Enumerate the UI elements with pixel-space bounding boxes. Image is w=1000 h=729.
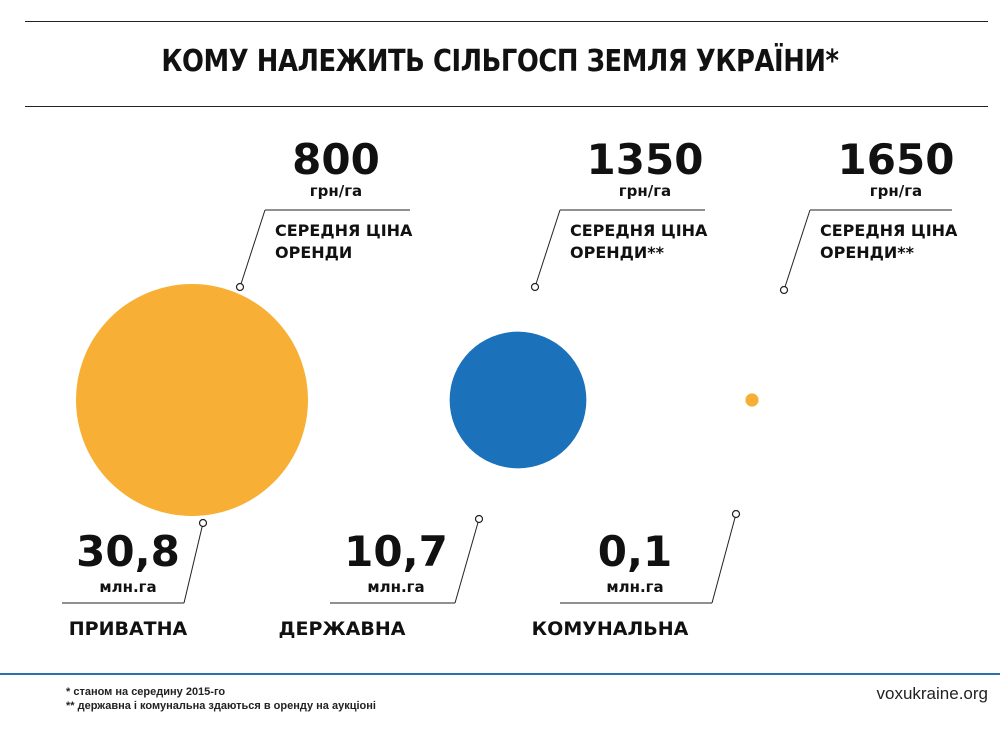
area-value-1: 30,8	[76, 527, 180, 576]
area-unit-1: млн.га	[99, 578, 156, 596]
footnote-1: * станом на середину 2015-го	[66, 686, 226, 698]
price-dot-2	[530, 282, 540, 292]
price-unit-3: грн/га	[870, 182, 922, 200]
bubble-2	[449, 331, 587, 469]
price-desc-2-1: ОРЕНДИ	[275, 243, 352, 262]
price-desc-2-3: ОРЕНДИ**	[820, 243, 915, 262]
footnote-2: ** державна і комунальна здаються в орен…	[66, 700, 376, 712]
price-desc-1-3: СЕРЕДНЯ ЦІНА	[820, 221, 958, 240]
top-rule	[25, 21, 988, 22]
price-leader-d-3	[783, 209, 811, 291]
price-value-2: 1350	[587, 135, 704, 184]
price-unit-1: грн/га	[310, 182, 362, 200]
price-desc-1-2: СЕРЕДНЯ ЦІНА	[570, 221, 708, 240]
bubble-1	[76, 284, 308, 516]
area-leader-d-3	[711, 513, 737, 604]
price-value-1: 800	[292, 135, 380, 184]
category-label-2: ДЕРЖАВНА	[279, 618, 406, 640]
price-leader-d-2	[534, 209, 561, 288]
price-dot-3	[779, 285, 789, 295]
footer-rule	[0, 673, 1000, 675]
price-value-3: 1650	[838, 135, 955, 184]
price-leader-d-1	[239, 209, 266, 288]
source-site: voxukraine.org	[876, 684, 988, 703]
area-leader-d-2	[454, 518, 480, 604]
area-leader-d-1	[183, 522, 204, 604]
area-value-2: 10,7	[344, 527, 448, 576]
area-dot-3	[731, 509, 741, 519]
area-unit-3: млн.га	[606, 578, 663, 596]
price-unit-2: грн/га	[619, 182, 671, 200]
area-dot-2	[474, 514, 484, 524]
bubble-3	[745, 393, 759, 407]
page-title: КОМУ НАЛЕЖИТЬ СІЛЬГОСП ЗЕМЛЯ УКРАЇНИ*	[161, 44, 839, 79]
area-value-3: 0,1	[598, 527, 672, 576]
area-unit-2: млн.га	[367, 578, 424, 596]
title-rule	[25, 106, 988, 107]
price-dot-1	[235, 282, 245, 292]
price-desc-2-2: ОРЕНДИ**	[570, 243, 665, 262]
area-dot-1	[198, 518, 208, 528]
price-desc-1-1: СЕРЕДНЯ ЦІНА	[275, 221, 413, 240]
category-label-1: ПРИВАТНА	[69, 618, 188, 640]
category-label-3: КОМУНАЛЬНА	[532, 618, 689, 640]
